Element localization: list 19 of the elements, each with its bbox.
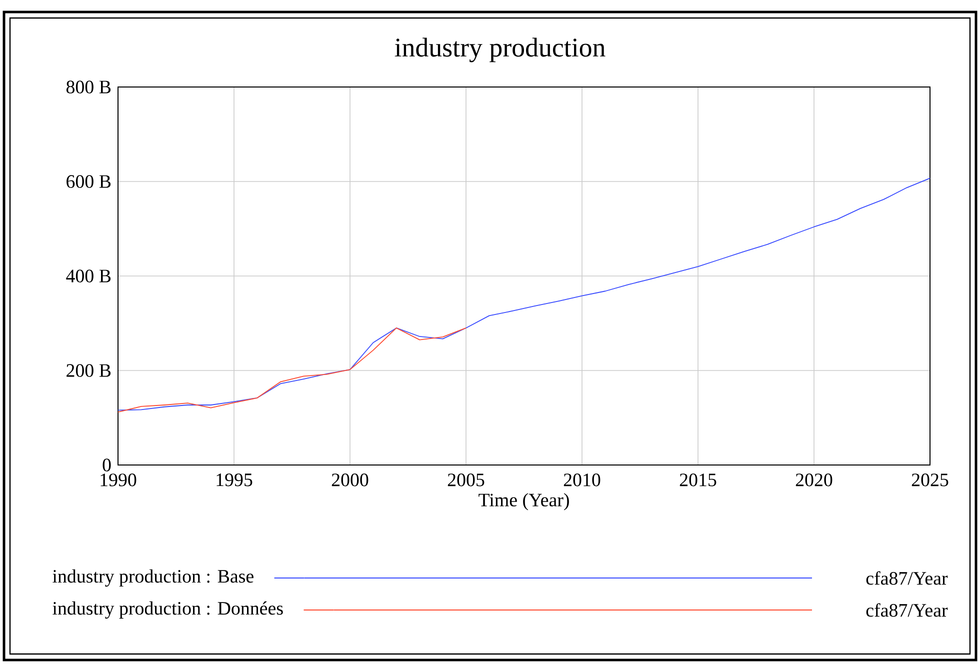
legend-label: industry production : Données [52,601,283,619]
y-tick-label: 200 B [66,364,111,377]
x-axis-title: Time (Year) [478,493,569,510]
y-tick-label: 600 B [66,175,111,188]
x-tick-label: 1990 [100,474,136,486]
y-tick-label: 800 B [66,80,111,94]
legend-label: industry production : Base [52,569,254,587]
text: cfa87/Year [866,603,948,617]
chart-title: industry production [394,38,606,62]
x-tick-label: 2025 [912,474,948,486]
x-tick-label: 2000 [332,474,368,486]
x-tick-label: 2010 [564,474,600,486]
y-tick-label: 400 B [66,270,111,282]
x-tick-label: 2020 [796,474,832,486]
y-tick-label: 0 [102,458,111,472]
x-tick-label: 1995 [216,474,252,486]
x-tick-label: 2015 [680,474,716,486]
x-tick-label: 2005 [448,474,484,486]
text: cfa87/Year [866,571,948,585]
